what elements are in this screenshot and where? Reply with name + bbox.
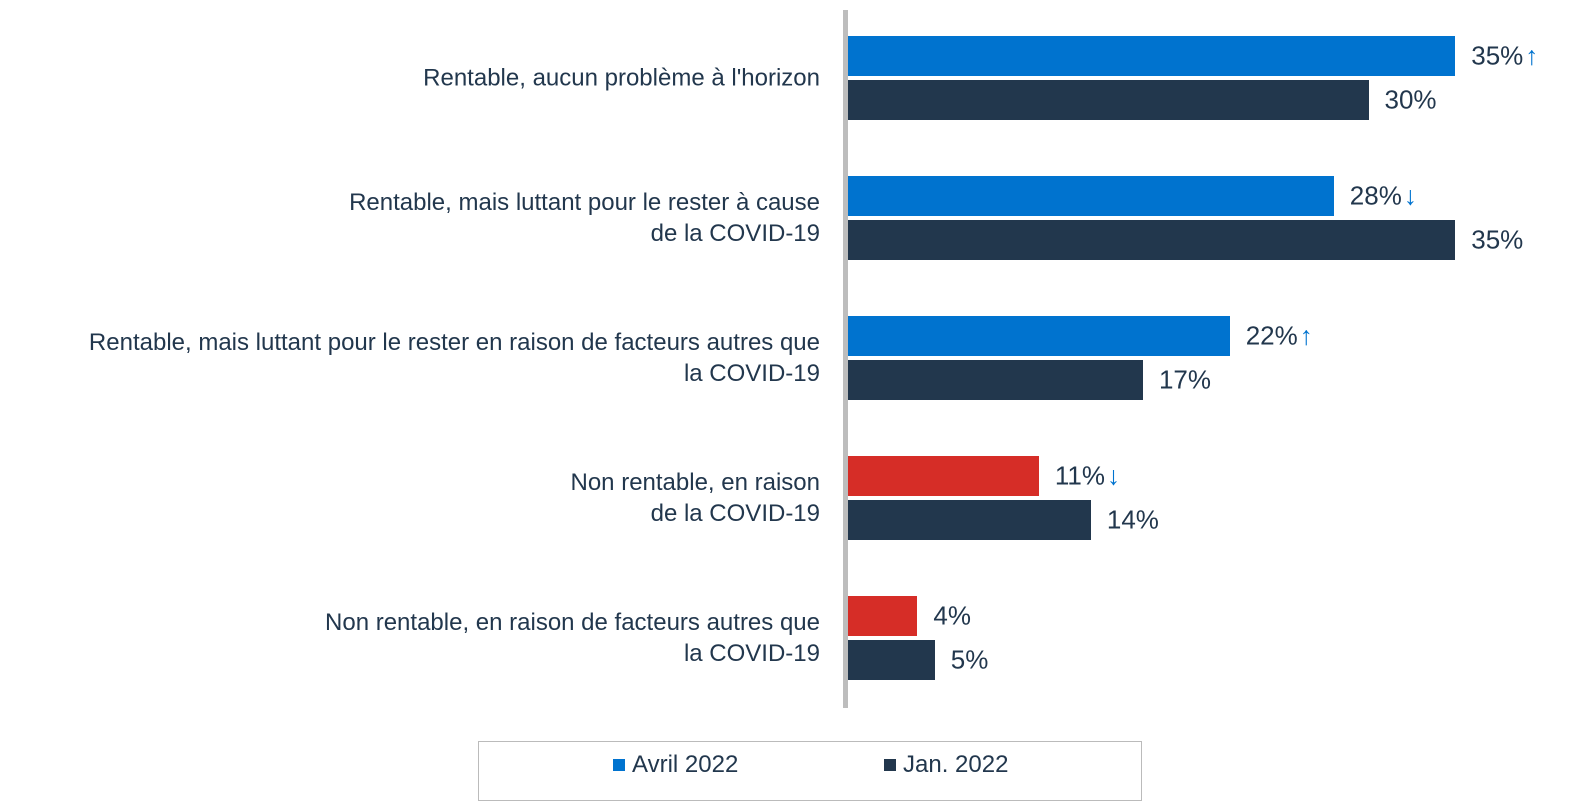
legend-item: Avril 2022 <box>613 751 738 779</box>
bar <box>848 640 935 680</box>
change-arrow: ↓ <box>1106 460 1120 491</box>
bar <box>848 500 1091 540</box>
legend-swatch <box>884 759 896 771</box>
value-label: 22%↑ <box>1245 320 1313 351</box>
bar <box>848 176 1334 216</box>
value-label: 35% <box>1471 224 1524 255</box>
bar <box>848 36 1456 76</box>
value-label: 17% <box>1158 364 1211 395</box>
bar <box>848 80 1369 120</box>
legend-item: Jan. 2022 <box>884 751 1008 779</box>
value-label: 4% <box>933 600 971 631</box>
category-label: Non rentable, en raison de la COVID-19 <box>570 469 821 527</box>
bar <box>848 360 1143 400</box>
category-label: Non rentable, en raison de facteurs autr… <box>325 609 820 667</box>
legend-label: Jan. 2022 <box>903 751 1009 778</box>
value-label: 11%↓ <box>1054 460 1120 491</box>
legend-swatch <box>613 759 625 771</box>
value-label: 5% <box>950 644 989 675</box>
category-label: Rentable, aucun problème à l'horizon <box>423 64 820 92</box>
legend <box>478 741 1142 801</box>
value-label: 28%↓ <box>1349 180 1417 211</box>
change-arrow: ↑ <box>1299 320 1313 351</box>
category-label: Rentable, mais luttant pour le rester en… <box>88 329 820 387</box>
value-label: 14% <box>1106 504 1159 535</box>
bar <box>848 316 1230 356</box>
bar <box>848 220 1456 260</box>
axis-line <box>843 10 848 708</box>
change-arrow: ↑ <box>1525 40 1539 71</box>
bar <box>848 596 918 636</box>
change-arrow: ↓ <box>1403 180 1417 211</box>
value-label: 35%↑ <box>1471 40 1539 71</box>
value-label: 30% <box>1384 84 1437 115</box>
legend-label: Avril 2022 <box>632 751 739 778</box>
bar <box>848 456 1039 496</box>
category-label: Rentable, mais luttant pour le rester à … <box>349 189 820 247</box>
